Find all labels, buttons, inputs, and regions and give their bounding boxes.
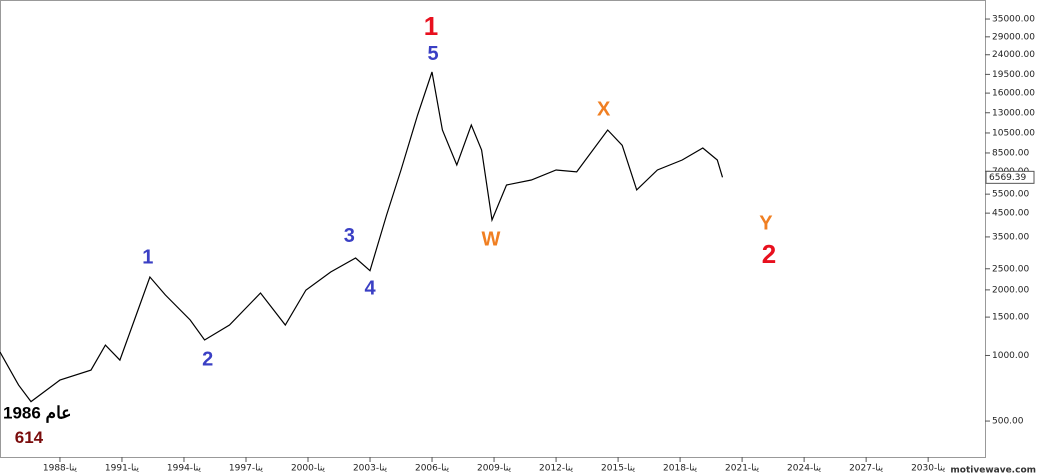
x-tick-label: 2000-ينا [291, 464, 326, 474]
plot-border [0, 0, 986, 458]
x-tick-label: 1997-ينا [229, 464, 264, 474]
last-value-box [985, 170, 1035, 184]
y-tick-label: 1500.00 [992, 313, 1029, 323]
wave-label: 1 [424, 11, 438, 41]
y-tick-label: 2500.00 [992, 264, 1029, 274]
y-tick-label: 4500.00 [992, 209, 1029, 219]
y-tick-label: 35000.00 [992, 15, 1035, 25]
y-tick-label: 16000.00 [992, 89, 1035, 99]
y-tick-label: 24000.00 [992, 50, 1035, 60]
wave-label: 3 [344, 225, 355, 247]
y-tick-label: 3500.00 [992, 232, 1029, 242]
y-tick-label: 500.00 [992, 417, 1024, 427]
y-tick-label: 10500.00 [992, 128, 1035, 138]
x-tick-label: 2009-ينا [477, 464, 512, 474]
y-tick-label: 2000.00 [992, 285, 1029, 295]
x-tick-label: 1991-ينا [105, 464, 140, 474]
last-value-label: 6569.39 [989, 173, 1026, 183]
x-tick-label: 2027-ينا [849, 464, 884, 474]
y-tick-label: 1000.00 [992, 351, 1029, 361]
y-tick-label: 5500.00 [992, 190, 1029, 200]
x-tick-label: 2030-ينا [911, 464, 946, 474]
wave-label: 5 [428, 43, 439, 65]
x-tick-label: 2003-ينا [353, 464, 388, 474]
y-tick-label: 19500.00 [992, 70, 1035, 80]
wave-label: Y [759, 212, 773, 234]
watermark: motivewave.com [950, 466, 1036, 476]
x-tick-label: 2018-ينا [663, 464, 698, 474]
x-tick-label: 1988-ينا [43, 464, 78, 474]
x-tick-label: 2024-ينا [787, 464, 822, 474]
x-tick-label: 2015-ينا [601, 464, 636, 474]
wave-label: 614 [15, 428, 44, 447]
x-tick-label: 2006-ينا [415, 464, 450, 474]
wave-label: 4 [364, 277, 376, 299]
wave-label: W [482, 228, 501, 250]
y-tick-label: 8500.00 [992, 148, 1029, 158]
y-tick-label: 29000.00 [992, 32, 1035, 42]
wave-label: 2 [762, 239, 776, 269]
wave-label: عام 1986 [3, 403, 71, 423]
price-line [0, 71, 724, 403]
x-tick-label: 2012-ينا [539, 464, 574, 474]
y-tick-label: 13000.00 [992, 108, 1035, 118]
wave-label: X [597, 98, 611, 120]
x-tick-label: 2021-ينا [725, 464, 760, 474]
x-tick-label: 1994-ينا [167, 464, 202, 474]
wave-label: 1 [142, 246, 153, 268]
wave-label: 2 [202, 348, 213, 370]
